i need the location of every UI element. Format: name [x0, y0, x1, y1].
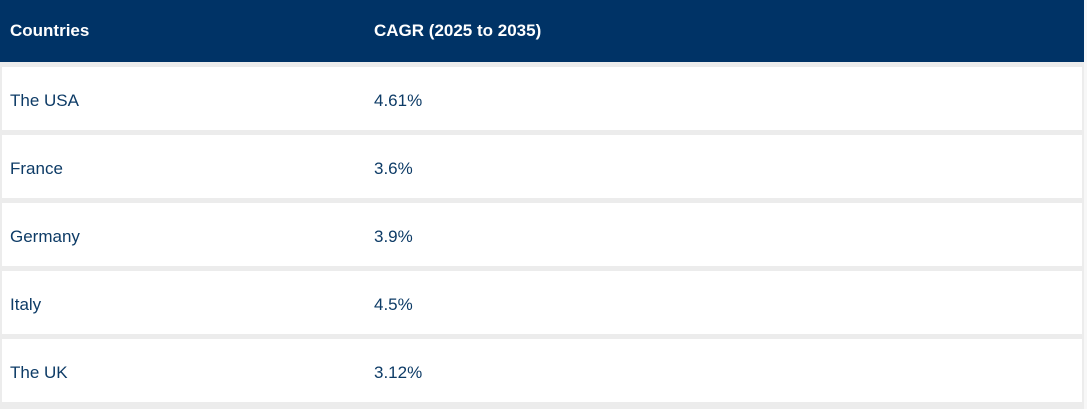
table-row: The USA 4.61%	[2, 67, 1082, 130]
table-row: France 3.6%	[2, 135, 1082, 198]
cagr-cell: 3.6%	[374, 159, 413, 178]
table-row: Germany 3.9%	[2, 203, 1082, 266]
cagr-cell: 4.61%	[374, 91, 423, 110]
table-header-row: Countries CAGR (2025 to 2035)	[0, 0, 1084, 62]
country-cell: The UK	[10, 363, 68, 382]
country-cell: France	[10, 159, 63, 178]
country-cell: The USA	[10, 91, 79, 110]
cagr-cell: 3.9%	[374, 227, 413, 246]
right-edge-divider	[1084, 0, 1087, 409]
table-row: The UK 3.12%	[2, 339, 1082, 402]
header-countries: Countries	[10, 21, 90, 40]
header-cagr: CAGR (2025 to 2035)	[374, 21, 542, 40]
country-cell: Italy	[10, 295, 42, 314]
cagr-cell: 3.12%	[374, 363, 423, 382]
cagr-cell: 4.5%	[374, 295, 413, 314]
table-row: Italy 4.5%	[2, 271, 1082, 334]
country-cell: Germany	[10, 227, 80, 246]
